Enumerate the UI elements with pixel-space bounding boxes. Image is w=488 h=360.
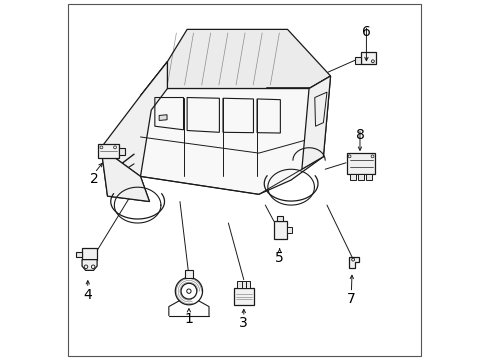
Polygon shape [140,62,167,110]
Polygon shape [167,30,330,89]
Polygon shape [82,248,97,260]
Polygon shape [277,216,283,221]
Text: 1: 1 [184,312,193,326]
Polygon shape [349,174,356,180]
Polygon shape [159,115,167,121]
Polygon shape [184,270,193,278]
Polygon shape [286,227,292,233]
Polygon shape [360,52,375,64]
Text: 5: 5 [275,251,284,265]
Polygon shape [101,148,149,202]
Polygon shape [82,260,97,270]
Polygon shape [348,257,359,268]
Polygon shape [365,174,371,180]
Polygon shape [101,62,167,191]
Polygon shape [245,282,250,288]
Text: 3: 3 [239,316,247,330]
Text: 2: 2 [90,172,99,186]
Polygon shape [233,288,253,305]
Polygon shape [76,252,82,257]
Polygon shape [119,148,125,155]
Text: 6: 6 [361,25,370,39]
Polygon shape [241,282,245,288]
Polygon shape [346,153,375,174]
Polygon shape [237,282,241,288]
Polygon shape [301,76,330,169]
Polygon shape [354,57,360,64]
Polygon shape [101,148,149,202]
Text: 8: 8 [355,128,364,142]
Polygon shape [273,221,286,239]
Text: 7: 7 [346,292,355,306]
Polygon shape [357,174,364,180]
Polygon shape [98,144,119,158]
Text: 4: 4 [83,288,92,302]
Polygon shape [140,76,330,194]
